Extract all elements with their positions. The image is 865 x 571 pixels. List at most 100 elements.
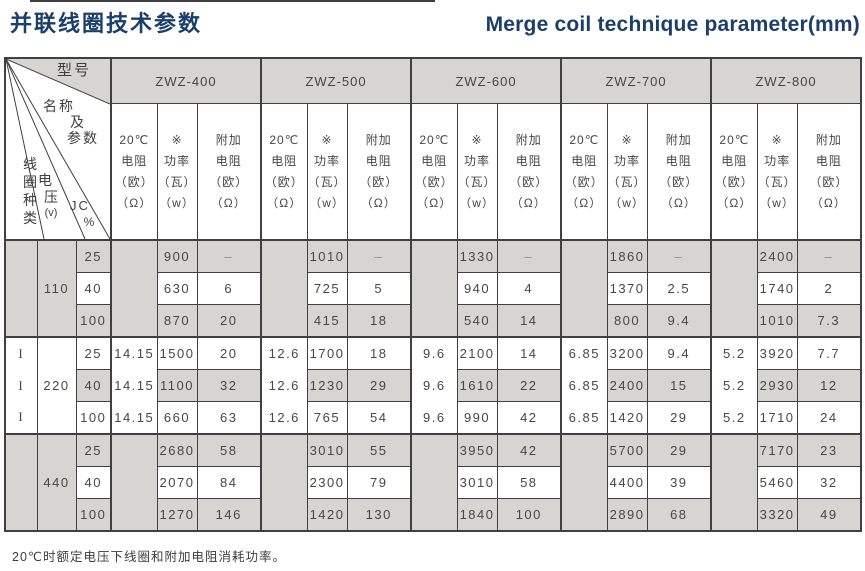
power-cell: 2400 <box>606 369 648 402</box>
power-cell: 3950 <box>456 433 498 467</box>
power-cell: 2100 <box>456 336 498 370</box>
corner-coil-type-char2: 圈 <box>23 174 37 190</box>
extra-resistance-cell: 42 <box>496 401 562 435</box>
spec-table: 型号 名称 及 参数 线 圈 种 类 电 压 (v) JC % <box>4 57 863 532</box>
subheader-cell: 20℃ 电阻 （欧） （Ω） <box>710 103 758 241</box>
title-bar: 并联线圈技术参数 Merge coil technique parameter(… <box>10 6 860 38</box>
subheader-cell: 附加 电阻 （欧） （Ω） <box>346 103 412 241</box>
corner-coil-type-char3: 种 <box>23 192 37 208</box>
extra-resistance-cell: 49 <box>796 498 862 532</box>
extra-resistance-cell: 29 <box>646 401 712 435</box>
power-cell: 660 <box>156 401 198 435</box>
extra-resistance-cell: – <box>196 239 262 273</box>
power-cell: 1610 <box>456 369 498 402</box>
model-header-zwz700: ZWZ-700 <box>560 57 712 105</box>
subheader-cell: 20℃ 电阻 （欧） （Ω） <box>260 103 308 241</box>
voltage-cell: 110 <box>36 239 77 337</box>
extra-resistance-cell: 29 <box>346 369 412 402</box>
extra-resistance-cell: 63 <box>196 401 262 435</box>
extra-resistance-cell: 20 <box>196 304 262 338</box>
extra-resistance-cell: 14 <box>496 304 562 338</box>
power-cell: 2680 <box>156 433 198 467</box>
corner-voltage-char1: 电 <box>38 172 52 188</box>
resistance-cell <box>710 433 758 531</box>
power-cell: 725 <box>306 272 348 305</box>
extra-resistance-cell: 18 <box>346 304 412 338</box>
extra-resistance-cell: 4 <box>496 272 562 305</box>
power-cell: 2930 <box>756 369 798 402</box>
subheader-cell: 附加 电阻 （欧） （Ω） <box>646 103 712 241</box>
corner-label-parameter: 参数 <box>67 130 99 146</box>
resistance-cell <box>710 239 758 337</box>
extra-resistance-cell: – <box>646 239 712 273</box>
jc-cell: 100 <box>75 304 112 338</box>
resistance-cell <box>110 433 158 531</box>
corner-label-model: 型号 <box>57 62 91 79</box>
extra-resistance-cell: 12 <box>796 369 862 402</box>
footnote: 20℃时额定电压下线圈和附加电阻消耗功率。 <box>12 550 286 564</box>
resistance-cell <box>410 239 458 337</box>
power-cell: 630 <box>156 272 198 305</box>
resistance-cell: 9.6 9.6 9.6 <box>410 336 458 434</box>
subheader-cell: ※ 功率 （瓦） （w） <box>306 103 348 241</box>
subheader-cell: ※ 功率 （瓦） （w） <box>606 103 648 241</box>
corner-jc-label: JC <box>70 198 90 213</box>
subheader-cell: ※ 功率 （瓦） （w） <box>756 103 798 241</box>
power-cell: 3320 <box>756 498 798 532</box>
model-header-zwz500: ZWZ-500 <box>260 57 412 105</box>
power-cell: 940 <box>456 272 498 305</box>
extra-resistance-cell: – <box>796 239 862 273</box>
extra-resistance-cell: 22 <box>496 369 562 402</box>
jc-cell: 100 <box>75 401 112 435</box>
subheader-cell: ※ 功率 （瓦） （w） <box>156 103 198 241</box>
power-cell: 1840 <box>456 498 498 532</box>
extra-resistance-cell: 23 <box>796 433 862 467</box>
extra-resistance-cell: 15 <box>646 369 712 402</box>
power-cell: 870 <box>156 304 198 338</box>
extra-resistance-cell: 58 <box>496 466 562 499</box>
resistance-cell: 14.15 14.15 14.15 <box>110 336 158 434</box>
voltage-cell: 220 <box>36 336 77 434</box>
extra-resistance-cell: 7.7 <box>796 336 862 370</box>
power-cell: 1500 <box>156 336 198 370</box>
power-cell: 2300 <box>306 466 348 499</box>
corner-jc-unit: % <box>84 215 95 229</box>
jc-cell: 100 <box>75 498 112 532</box>
resistance-cell <box>260 239 308 337</box>
power-cell: 2070 <box>156 466 198 499</box>
resistance-cell: 12.6 12.6 12.6 <box>260 336 308 434</box>
coil-kind-cell <box>4 433 38 531</box>
corner-label-name: 名称 <box>43 98 75 114</box>
resistance-cell <box>560 433 608 531</box>
extra-resistance-cell: 146 <box>196 498 262 532</box>
power-cell: 1270 <box>156 498 198 532</box>
power-cell: 800 <box>606 304 648 338</box>
resistance-cell <box>410 433 458 531</box>
extra-resistance-cell: 29 <box>646 433 712 467</box>
page-title-english: Merge coil technique parameter(mm) <box>485 13 860 36</box>
resistance-cell: 5.2 5.2 5.2 <box>710 336 758 434</box>
power-cell: 415 <box>306 304 348 338</box>
jc-cell: 40 <box>75 369 112 402</box>
extra-resistance-cell: 84 <box>196 466 262 499</box>
resistance-cell <box>560 239 608 337</box>
extra-resistance-cell: – <box>346 239 412 273</box>
power-cell: 3920 <box>756 336 798 370</box>
model-header-row: 型号 名称 及 参数 线 圈 种 类 电 压 (v) JC % <box>4 57 862 241</box>
resistance-cell: 6.85 6.85 6.85 <box>560 336 608 434</box>
extra-resistance-cell: 7.3 <box>796 304 862 338</box>
extra-resistance-cell: 18 <box>346 336 412 370</box>
power-cell: 3200 <box>606 336 648 370</box>
power-cell: 7170 <box>756 433 798 467</box>
extra-resistance-cell: 2 <box>796 272 862 305</box>
jc-cell: 25 <box>75 336 112 370</box>
power-cell: 1330 <box>456 239 498 273</box>
power-cell: 1740 <box>756 272 798 305</box>
extra-resistance-cell: 130 <box>346 498 412 532</box>
model-header-zwz600: ZWZ-600 <box>410 57 562 105</box>
resistance-cell <box>110 239 158 337</box>
corner-cell: 型号 名称 及 参数 线 圈 种 类 电 压 (v) JC % <box>4 57 112 241</box>
power-cell: 540 <box>456 304 498 338</box>
power-cell: 1230 <box>306 369 348 402</box>
jc-cell: 40 <box>75 466 112 499</box>
